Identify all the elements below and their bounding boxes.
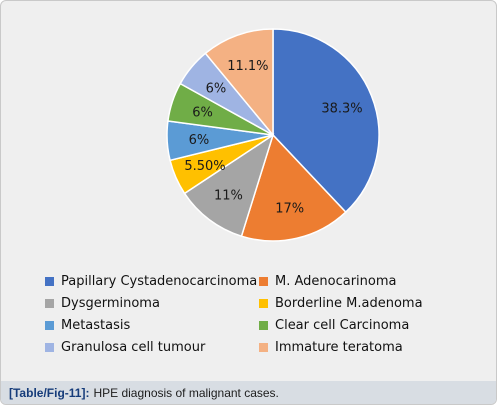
pie-slice-0	[272, 28, 380, 214]
slice-label-4: 6%	[189, 133, 210, 148]
slice-label-5: 6%	[192, 106, 213, 121]
pie-slice-1	[240, 133, 347, 242]
legend-swatch	[259, 277, 268, 286]
pie-slice-7	[204, 28, 274, 138]
legend-label: Borderline M.adenoma	[275, 296, 423, 311]
legend-item-2: Dysgerminoma	[45, 295, 259, 312]
legend-item-6: Granulosa cell tumour	[45, 339, 259, 356]
legend-item-5: Clear cell Carcinoma	[259, 317, 459, 334]
slice-label-1: 17%	[275, 201, 304, 216]
legend-label: Granulosa cell tumour	[61, 340, 206, 355]
legend-label: Papillary Cystadenocarcinoma	[61, 274, 258, 289]
pie-slice-2	[183, 133, 275, 238]
legend-swatch	[259, 299, 268, 308]
slice-label-3: 5.50%	[184, 159, 225, 174]
legend-swatch	[45, 321, 54, 330]
legend-label: Dysgerminoma	[61, 296, 160, 311]
legend-label: M. Adenocarinoma	[275, 274, 397, 289]
slice-label-7: 11.1%	[227, 59, 268, 74]
legend-swatch	[45, 277, 54, 286]
legend-item-0: Papillary Cystadenocarcinoma	[45, 273, 259, 290]
legend-label: Metastasis	[61, 318, 131, 333]
pie-chart: 38.3%17%11%5.50%6%6%6%11.1%	[166, 28, 380, 242]
legend-item-3: Borderline M.adenoma	[259, 295, 459, 312]
slice-label-6: 6%	[206, 82, 227, 97]
legend-label: Immature teratoma	[275, 340, 403, 355]
legend-swatch	[259, 343, 268, 352]
legend-swatch	[45, 299, 54, 308]
slice-label-2: 11%	[214, 188, 243, 203]
figure-caption: [Table/Fig-11]: HPE diagnosis of maligna…	[1, 381, 496, 404]
caption-text: HPE diagnosis of malignant cases.	[93, 385, 279, 400]
legend-item-1: M. Adenocarinoma	[259, 273, 459, 290]
legend-swatch	[259, 321, 268, 330]
caption-tag: [Table/Fig-11]:	[9, 385, 90, 400]
legend-item-4: Metastasis	[45, 317, 259, 334]
slice-label-0: 38.3%	[321, 102, 362, 117]
legend-label: Clear cell Carcinoma	[275, 318, 410, 333]
legend-item-7: Immature teratoma	[259, 339, 459, 356]
legend: Papillary Cystadenocarcinoma M. Adenocari…	[45, 273, 485, 356]
legend-swatch	[45, 343, 54, 352]
